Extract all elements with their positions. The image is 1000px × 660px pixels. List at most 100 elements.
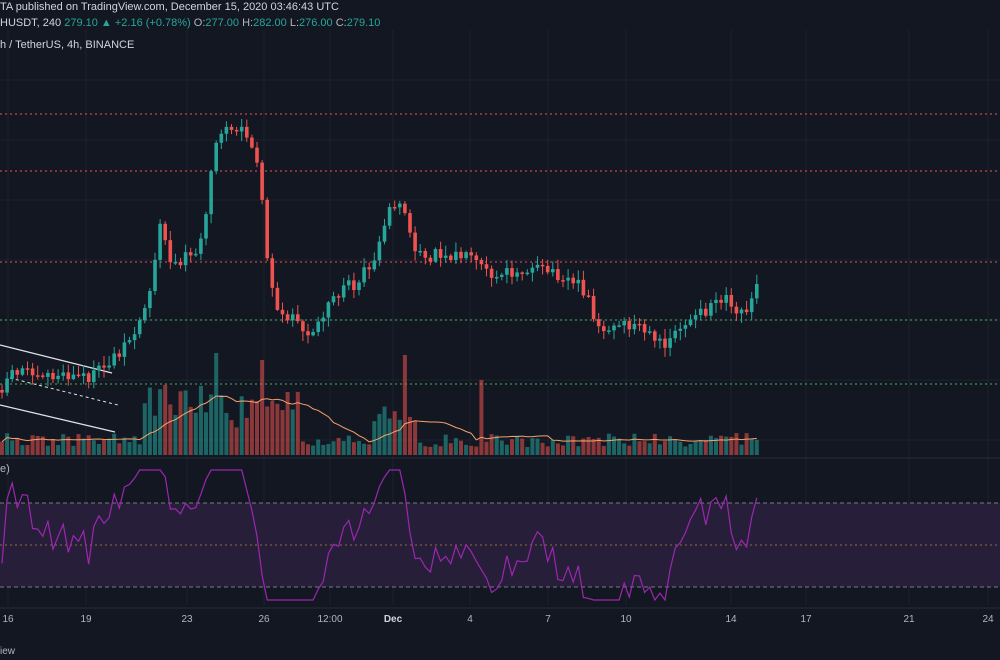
pair-info: h / TetherUS, 4h, BINANCE <box>0 39 134 51</box>
volume-bar <box>601 445 606 455</box>
volume-bar <box>474 446 479 455</box>
candle-body <box>739 309 744 314</box>
volume-bar <box>698 440 703 455</box>
ohlc-readout: HUSDT, 240 279.10 ▲ +2.16 (+0.78%) O:277… <box>0 17 380 29</box>
volume-bar <box>448 443 453 455</box>
volume-bar <box>545 446 550 455</box>
volume-bar <box>443 434 448 455</box>
candle-body <box>561 280 565 282</box>
volume-bar <box>627 445 632 455</box>
volume-bar <box>719 435 724 455</box>
candle-body <box>744 309 749 313</box>
candle-body <box>117 353 122 357</box>
candle-body <box>607 330 611 332</box>
volume-bar <box>86 435 91 455</box>
candle-body <box>500 274 504 277</box>
volume-bar <box>173 414 178 455</box>
volume-bar <box>402 355 407 455</box>
volume-bar <box>453 438 458 455</box>
volume-bar <box>142 403 147 455</box>
candle-body <box>688 319 693 326</box>
trendline-mid <box>9 377 119 406</box>
pair-text: h / TetherUS, 4h, BINANCE <box>0 39 135 51</box>
candle-body <box>239 126 244 132</box>
volume-bar <box>663 441 667 455</box>
candle-body <box>341 285 346 298</box>
volume-bar <box>112 433 117 455</box>
volume-bar <box>739 444 744 455</box>
trendline-lower <box>0 404 116 433</box>
volume-bar <box>387 418 392 455</box>
volume-bar <box>438 446 443 455</box>
candle-body <box>510 268 514 277</box>
volume-bar <box>591 438 596 455</box>
volume-bar <box>688 443 693 455</box>
volume-bar <box>351 442 356 455</box>
volume-bar <box>25 444 30 455</box>
volume-bar <box>397 419 402 455</box>
volume-bar <box>331 441 336 455</box>
volume-bar <box>193 412 198 455</box>
volume-bar <box>576 446 581 455</box>
candle-body <box>704 308 708 316</box>
candle-body <box>632 323 637 330</box>
candle-body <box>188 252 193 256</box>
candle-body <box>387 207 392 226</box>
volume-bar <box>81 438 86 455</box>
candle-body <box>92 370 96 383</box>
volume-bar <box>346 435 351 455</box>
candle-body <box>505 268 509 275</box>
candle-body <box>362 267 366 283</box>
candle-body <box>724 294 728 303</box>
volume-bar <box>673 439 678 455</box>
candle-body <box>520 272 524 274</box>
candle-body <box>658 338 662 341</box>
candle-body <box>678 328 683 331</box>
volume-bar <box>459 440 463 455</box>
candle-body <box>617 325 621 327</box>
candle-body <box>459 251 463 259</box>
candle-body <box>41 375 45 377</box>
candle-body <box>25 368 30 370</box>
candle-body <box>408 213 412 233</box>
volume-bar <box>76 434 81 455</box>
volume-bar <box>249 399 254 455</box>
candle-body <box>183 252 188 266</box>
candles <box>0 118 759 399</box>
x-tick-label: 26 <box>258 614 270 625</box>
candle-body <box>15 370 20 375</box>
candle-body <box>326 302 331 318</box>
candle-body <box>469 252 473 256</box>
candle-body <box>51 372 55 380</box>
candle-body <box>270 258 275 288</box>
candle-body <box>734 306 739 314</box>
candle-body <box>158 223 162 260</box>
volume-bar <box>40 436 45 455</box>
candle-body <box>331 296 336 303</box>
volume-bar <box>30 435 35 455</box>
volume-bar <box>306 444 310 455</box>
candle-body <box>530 267 535 273</box>
volume-bar <box>642 441 647 455</box>
candle-body <box>71 374 76 380</box>
candle-body <box>464 252 468 259</box>
candle-body <box>265 199 269 259</box>
volume-bar <box>102 439 106 455</box>
candle-body <box>255 147 259 163</box>
price-change: ▲ +2.16 (+0.78%) <box>100 17 191 29</box>
volume-bar <box>708 435 713 455</box>
candle-body <box>418 250 422 253</box>
volume-bar <box>566 435 571 455</box>
candle-body <box>35 375 40 377</box>
volume-bar <box>311 445 316 455</box>
volume-bar <box>321 444 326 455</box>
volume-bar <box>525 446 530 455</box>
candle-body <box>209 171 213 215</box>
open-label: O: <box>193 17 206 29</box>
volume-bar <box>153 415 157 455</box>
candle-body <box>178 261 183 266</box>
volume-bar <box>724 436 729 455</box>
candle-body <box>76 374 81 377</box>
candle-body <box>260 162 264 200</box>
